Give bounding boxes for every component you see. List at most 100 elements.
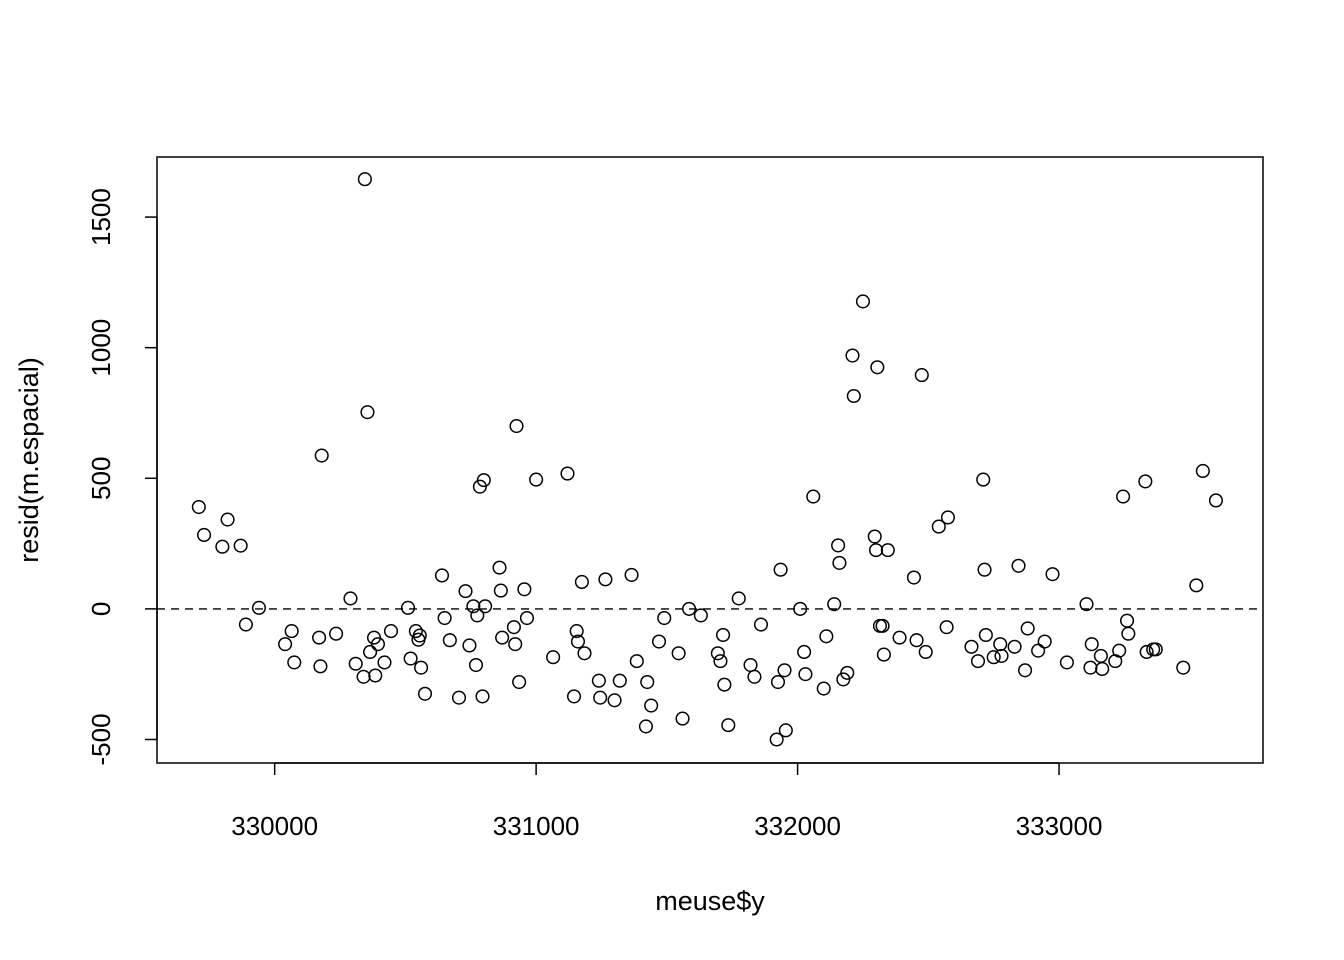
data-point: [939, 620, 954, 635]
data-point: [1007, 639, 1022, 654]
data-point: [343, 591, 358, 606]
data-point: [566, 689, 582, 704]
data-point: [357, 172, 372, 187]
data-point: [417, 686, 433, 701]
data-point: [875, 618, 890, 633]
data-point: [412, 628, 427, 643]
data-point: [753, 617, 769, 632]
data-point: [713, 654, 728, 669]
data-point: [806, 489, 821, 504]
data-point: [442, 633, 457, 648]
data-point: [1059, 655, 1074, 670]
data-point: [529, 472, 544, 487]
data-point: [506, 620, 521, 635]
data-point: [778, 723, 793, 738]
data-point: [569, 624, 584, 639]
data-point: [360, 405, 375, 420]
data-point: [451, 690, 467, 705]
data-point: [475, 689, 490, 704]
data-point: [671, 646, 686, 661]
data-point: [906, 570, 921, 585]
x-tick-label: 330000: [231, 811, 318, 841]
data-point: [970, 654, 986, 669]
data-point: [570, 634, 586, 649]
data-point: [638, 719, 653, 734]
data-point: [845, 348, 860, 363]
data-point: [840, 665, 855, 680]
data-point: [1119, 613, 1135, 628]
data-point: [233, 538, 248, 553]
data-point: [560, 466, 575, 481]
data-point: [640, 674, 655, 690]
data-point: [408, 624, 423, 639]
data-point: [977, 562, 992, 577]
data-point: [657, 610, 672, 626]
data-point: [215, 539, 230, 554]
data-point: [517, 582, 532, 597]
data-point: [1045, 567, 1060, 582]
data-point: [1020, 621, 1035, 636]
data-point: [855, 294, 871, 309]
data-point: [512, 674, 527, 690]
data-point: [197, 527, 212, 543]
data-point: [993, 637, 1008, 652]
x-axis: 330000 331000 332000 333000: [231, 762, 1103, 841]
data-point: [1116, 489, 1131, 504]
data-point: [462, 638, 477, 653]
y-tick-label: 0: [86, 602, 116, 616]
data-point: [831, 538, 846, 553]
data-point: [377, 655, 392, 670]
data-point: [1083, 660, 1098, 675]
data-point: [492, 560, 507, 575]
data-point: [816, 681, 831, 696]
data-point: [914, 368, 929, 383]
data-point: [909, 633, 924, 648]
y-tick-label: 1500: [86, 188, 116, 246]
data-point: [287, 655, 302, 670]
data-point: [1112, 643, 1127, 658]
data-point: [986, 650, 1001, 665]
data-point: [509, 418, 524, 434]
data-point: [191, 499, 206, 515]
data-point: [370, 637, 385, 652]
data-point: [827, 597, 842, 612]
data-point: [574, 574, 589, 590]
data-point: [278, 637, 293, 652]
data-point: [493, 583, 508, 598]
data-point: [434, 568, 450, 583]
data-point: [251, 600, 267, 615]
data-point: [819, 629, 834, 644]
data-point: [773, 562, 788, 577]
data-point: [363, 644, 378, 660]
x-tick-label: 331000: [493, 811, 580, 841]
data-point: [1208, 493, 1223, 508]
data-point: [348, 656, 363, 671]
data-point: [716, 627, 731, 643]
data-point: [598, 572, 613, 587]
data-point: [1093, 648, 1108, 663]
data-point: [314, 448, 329, 463]
y-tick-label: -500: [86, 713, 116, 765]
x-tick-label: 333000: [1016, 811, 1103, 841]
data-point: [238, 617, 253, 632]
data-point: [577, 646, 592, 661]
data-point: [710, 646, 725, 661]
y-axis: -500 0 500 1000 1500: [86, 188, 158, 766]
data-point: [832, 555, 847, 570]
data-point: [721, 718, 736, 733]
data-point: [1095, 661, 1110, 677]
data-point: [1031, 643, 1046, 658]
data-point: [867, 529, 882, 544]
data-point: [876, 647, 891, 662]
data-point: [731, 591, 746, 606]
data-point: [1018, 663, 1033, 678]
data-point: [437, 610, 452, 626]
data-point: [519, 610, 535, 626]
data-point: [868, 543, 884, 558]
data-point: [675, 711, 690, 726]
data-point: [466, 599, 481, 614]
data-point: [976, 472, 991, 487]
data-point: [495, 630, 510, 645]
data-point: [400, 600, 416, 615]
